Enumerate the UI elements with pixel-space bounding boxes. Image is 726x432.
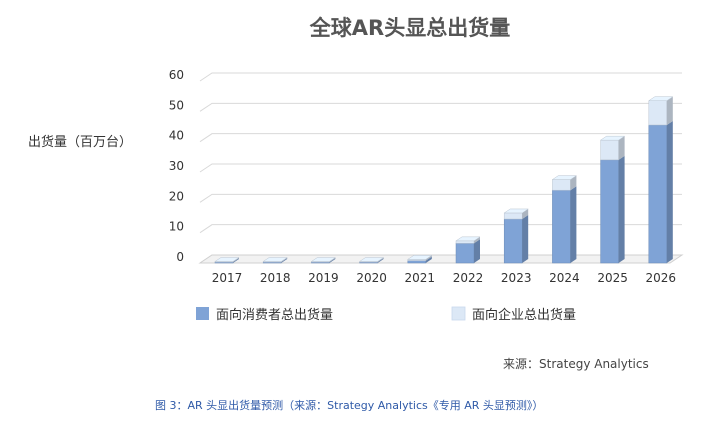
gridline	[199, 102, 682, 112]
legend-label-consumer: 面向消费者总出货量	[216, 307, 333, 323]
source-note: 来源：Strategy Analytics	[503, 357, 649, 371]
x-tick-label: 2018	[260, 271, 291, 285]
y-axis-label: 出货量（百万台）	[28, 134, 132, 150]
x-tick-label: 2017	[212, 271, 243, 285]
y-tick-label: 40	[169, 129, 184, 143]
y-tick-label: 50	[169, 98, 184, 112]
bar-segment	[647, 96, 674, 126]
x-tick-label: 2022	[453, 271, 484, 285]
bar-segment	[552, 186, 577, 264]
x-tick-label: 2020	[356, 271, 387, 285]
bar-segment	[455, 236, 481, 244]
bar-segment	[358, 257, 385, 263]
bar-segment	[648, 120, 673, 264]
bar-segment	[551, 175, 578, 191]
y-tick-label: 20	[169, 189, 184, 203]
y-tick-label: 60	[169, 68, 184, 82]
chart-title: 全球AR头显总出货量	[309, 16, 510, 40]
bar-segment	[310, 257, 337, 263]
x-tick-label: 2021	[405, 271, 436, 285]
gridline	[199, 133, 682, 143]
x-tick-label: 2024	[549, 271, 580, 285]
figure-caption: 图 3：AR 头显出货量预测（来源：Strategy Analytics《专用 …	[155, 398, 543, 412]
bar-segment	[406, 255, 433, 261]
y-axis-ticks: 0 10 20 30 40 50 60	[169, 68, 184, 264]
bar-segment	[262, 257, 289, 263]
legend: 面向消费者总出货量 面向企业总出货量	[196, 306, 576, 323]
x-tick-label: 2025	[597, 271, 628, 285]
gridline	[199, 193, 682, 203]
x-tick-label: 2026	[646, 271, 677, 285]
x-tick-label: 2023	[501, 271, 532, 285]
bar-segment	[503, 215, 529, 264]
x-axis-ticks: 2017 2018 2019 2020 2021 2022 2023 2024 2025 2026	[212, 271, 676, 285]
y-tick-label: 10	[169, 220, 184, 234]
bar-segment	[600, 155, 625, 264]
x-tick-label: 2019	[308, 271, 339, 285]
bar-segment	[455, 239, 480, 264]
bar-segment	[503, 208, 530, 220]
bar-segment	[599, 135, 626, 161]
legend-label-enterprise: 面向企业总出货量	[472, 307, 576, 323]
gridline	[199, 163, 682, 173]
y-tick-label: 30	[169, 159, 184, 173]
gridline	[199, 72, 682, 82]
bar-segment	[214, 257, 240, 263]
bars	[214, 96, 674, 264]
y-tick-label: 0	[176, 250, 184, 264]
legend-swatch-enterprise	[451, 306, 466, 321]
legend-swatch-consumer	[196, 307, 209, 320]
